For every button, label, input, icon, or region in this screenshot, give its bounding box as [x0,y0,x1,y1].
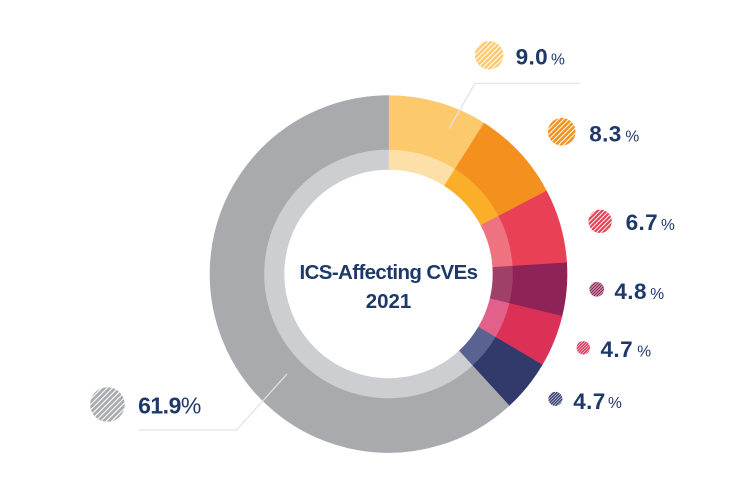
svg-text:6.7: 6.7 [626,210,658,235]
svg-text:ICS-Affecting CVEs: ICS-Affecting CVEs [300,261,478,284]
svg-text:4.7: 4.7 [601,337,633,362]
svg-text:8.3: 8.3 [589,122,621,147]
svg-text:%: % [637,343,651,360]
svg-text:61.9%: 61.9% [138,393,201,419]
svg-text:%: % [625,128,639,145]
svg-text:%: % [661,217,675,234]
svg-text:%: % [608,395,622,412]
svg-text:4.8: 4.8 [614,279,646,304]
svg-text:4.7: 4.7 [573,389,605,414]
svg-text:9.0: 9.0 [516,45,548,70]
svg-text:2021: 2021 [366,290,412,313]
svg-text:%: % [650,286,664,303]
svg-text:%: % [551,51,565,68]
